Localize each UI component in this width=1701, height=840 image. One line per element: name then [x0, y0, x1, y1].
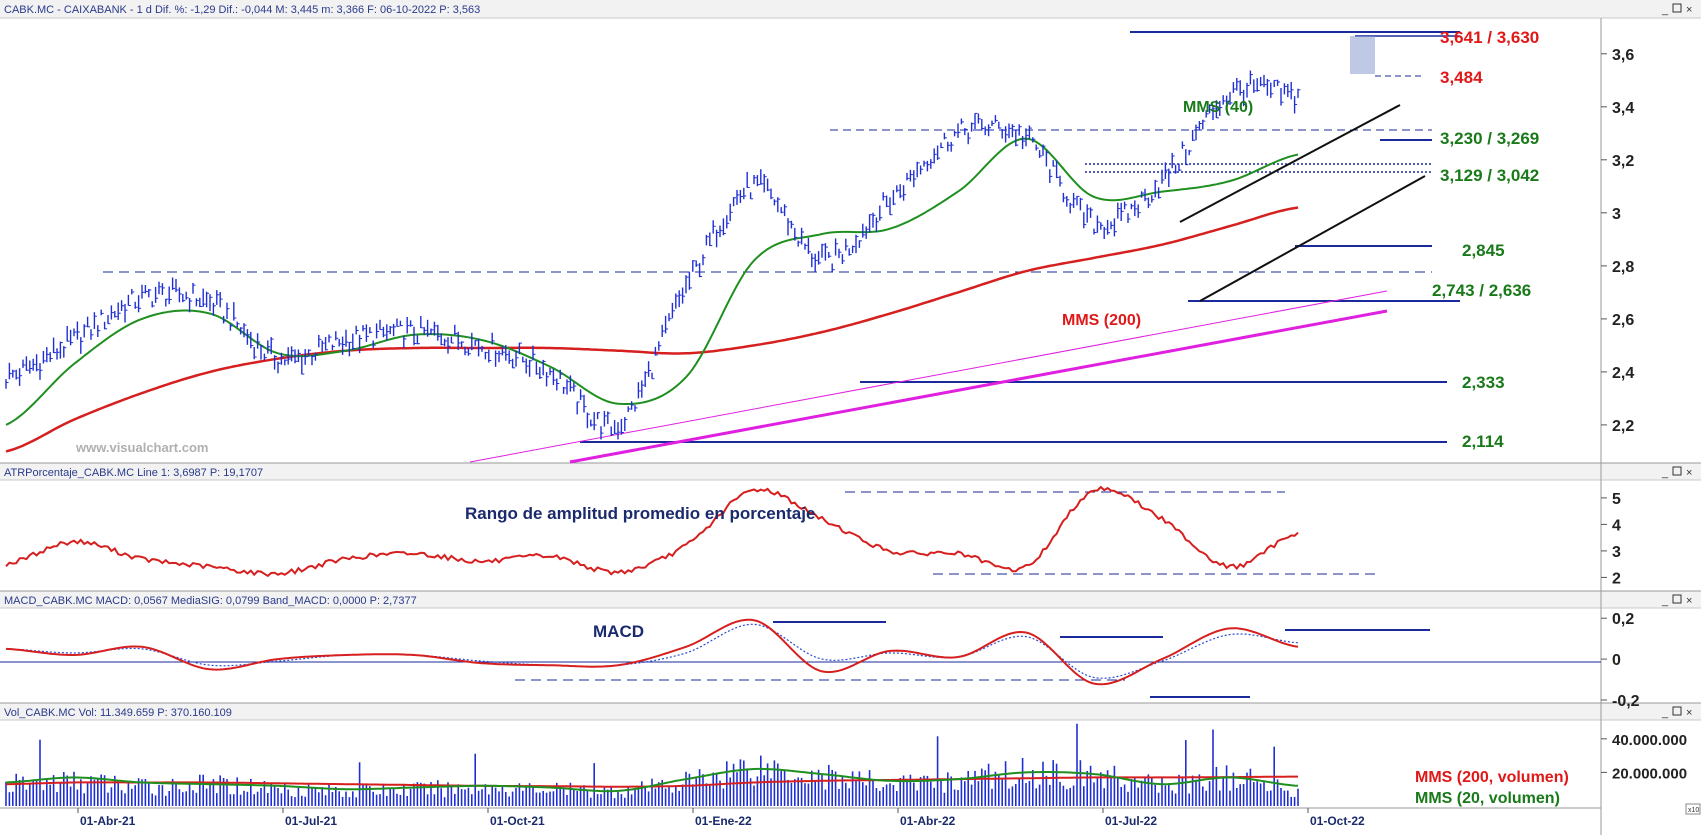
macd-window-controls[interactable]: _ ×	[1661, 594, 1692, 607]
y-tick-label: 2,2	[1612, 418, 1634, 435]
watermark: www.visualchart.com	[75, 440, 208, 455]
label-level-2743: 2,743 / 2,636	[1432, 281, 1531, 300]
y-tick-label: 3,6	[1612, 47, 1634, 64]
label-level-3484: 3,484	[1440, 68, 1483, 87]
minimize-icon[interactable]: _	[1661, 595, 1669, 607]
scale-badge-text: x10	[1688, 807, 1699, 814]
channel-lower-line	[1199, 175, 1426, 302]
label-level-2845: 2,845	[1462, 241, 1505, 260]
y-tick-label: -0,2	[1612, 693, 1640, 710]
maximize-icon[interactable]	[1672, 3, 1682, 13]
close-icon[interactable]: ×	[1686, 595, 1692, 607]
top-zone-box	[1350, 36, 1375, 74]
macd-line	[5, 618, 1299, 686]
mms40-series	[5, 137, 1299, 426]
atr-annotations	[845, 491, 1377, 575]
label-level-3129: 3,129 / 3,042	[1440, 166, 1539, 185]
label-vol-mms20: MMS (20, volumen)	[1415, 790, 1560, 807]
channel-upper-line	[1179, 104, 1401, 223]
maximize-icon[interactable]	[1672, 594, 1682, 604]
label-mms40: MMS (40)	[1183, 99, 1253, 116]
mms40-line	[5, 137, 1299, 426]
y-tick-label: 3	[1612, 206, 1621, 223]
maximize-icon[interactable]	[1672, 466, 1682, 476]
macd-series	[5, 618, 1299, 686]
macd-annotations	[0, 621, 1601, 698]
atr-series	[5, 485, 1299, 578]
x-tick-label: 01-Oct-21	[490, 814, 545, 828]
trendline-magenta-thin	[469, 290, 1388, 463]
minimize-icon[interactable]: _	[1661, 707, 1669, 719]
label-level-2114: 2,114	[1462, 432, 1504, 451]
y-tick-label: 40.000.000	[1612, 732, 1687, 749]
mms200-line	[5, 206, 1299, 453]
y-tick-label: 3,2	[1612, 153, 1634, 170]
atr-panel-header: ATRPorcentaje_CABK.MC Line 1: 3,6987 P: …	[4, 467, 263, 479]
y-axis-labels: 3,6 3,4 3,2 3 2,8 2,6 2,4 2,2 5 4 3 2 0,2 0 -0,2 40.000…	[1601, 47, 1687, 782]
x-tick-label: 01-Jul-21	[285, 814, 337, 828]
atr-panel-title: Rango de amplitud promedio en porcentaje	[465, 504, 815, 523]
price-bars	[5, 70, 1301, 440]
y-tick-label: 2,4	[1612, 365, 1634, 382]
close-icon[interactable]: ×	[1686, 467, 1692, 479]
minimize-icon[interactable]: _	[1661, 4, 1669, 16]
x-tick-label: 01-Oct-22	[1310, 814, 1365, 828]
y-tick-label: 3,4	[1612, 100, 1634, 117]
atr-line	[5, 485, 1299, 578]
price-window-controls[interactable]: _ ×	[1661, 3, 1692, 16]
y-tick-label: 2,6	[1612, 312, 1634, 329]
price-annotations	[103, 31, 1460, 464]
volume-panel-header: Vol_CABK.MC Vol: 11.349.659 P: 370.160.1…	[4, 707, 232, 719]
minimize-icon[interactable]: _	[1661, 467, 1669, 479]
scale-badge	[1685, 803, 1701, 815]
macd-panel-title: MACD	[593, 622, 644, 641]
volume-window-controls[interactable]: _ ×	[1661, 706, 1692, 719]
x-axis-labels: 01-Abr-21 01-Jul-21 01-Oct-21 01-Ene-22 01-A…	[77, 808, 1365, 828]
y-tick-label: 2	[1612, 570, 1621, 587]
y-tick-label: 20.000.000	[1612, 765, 1687, 782]
x-tick-label: 01-Ene-22	[695, 814, 752, 828]
label-level-3641: 3,641 / 3,630	[1440, 28, 1539, 47]
y-tick-label: 2,8	[1612, 259, 1634, 276]
price-panel-header: CABK.MC - CAIXABANK - 1 d Dif. %: -1,29 …	[4, 4, 480, 16]
x-tick-label: 01-Jul-22	[1105, 814, 1157, 828]
mms200-series	[5, 206, 1299, 453]
y-tick-label: 5	[1612, 491, 1621, 508]
y-tick-label: 0	[1612, 652, 1621, 669]
vol-mms20-line	[5, 767, 1299, 793]
maximize-icon[interactable]	[1672, 706, 1682, 716]
x-tick-label: 01-Abr-22	[900, 814, 956, 828]
atr-window-controls[interactable]: _ ×	[1661, 466, 1692, 479]
label-vol-mms200: MMS (200, volumen)	[1415, 769, 1569, 786]
close-icon[interactable]: ×	[1686, 707, 1692, 719]
label-level-3230: 3,230 / 3,269	[1440, 129, 1539, 148]
macd-signal-line	[5, 623, 1299, 679]
trendline-magenta-thick	[569, 309, 1388, 464]
close-icon[interactable]: ×	[1686, 4, 1692, 16]
x-tick-label: 01-Abr-21	[80, 814, 136, 828]
y-tick-label: 0,2	[1612, 611, 1634, 628]
macd-panel-header: MACD_CABK.MC MACD: 0,0567 MediaSIG: 0,07…	[4, 595, 417, 607]
y-tick-label: 4	[1612, 517, 1621, 534]
label-mms200: MMS (200)	[1062, 312, 1141, 329]
label-level-2333: 2,333	[1462, 373, 1505, 392]
volume-moving-averages	[5, 767, 1299, 793]
y-tick-label: 3	[1612, 544, 1621, 561]
